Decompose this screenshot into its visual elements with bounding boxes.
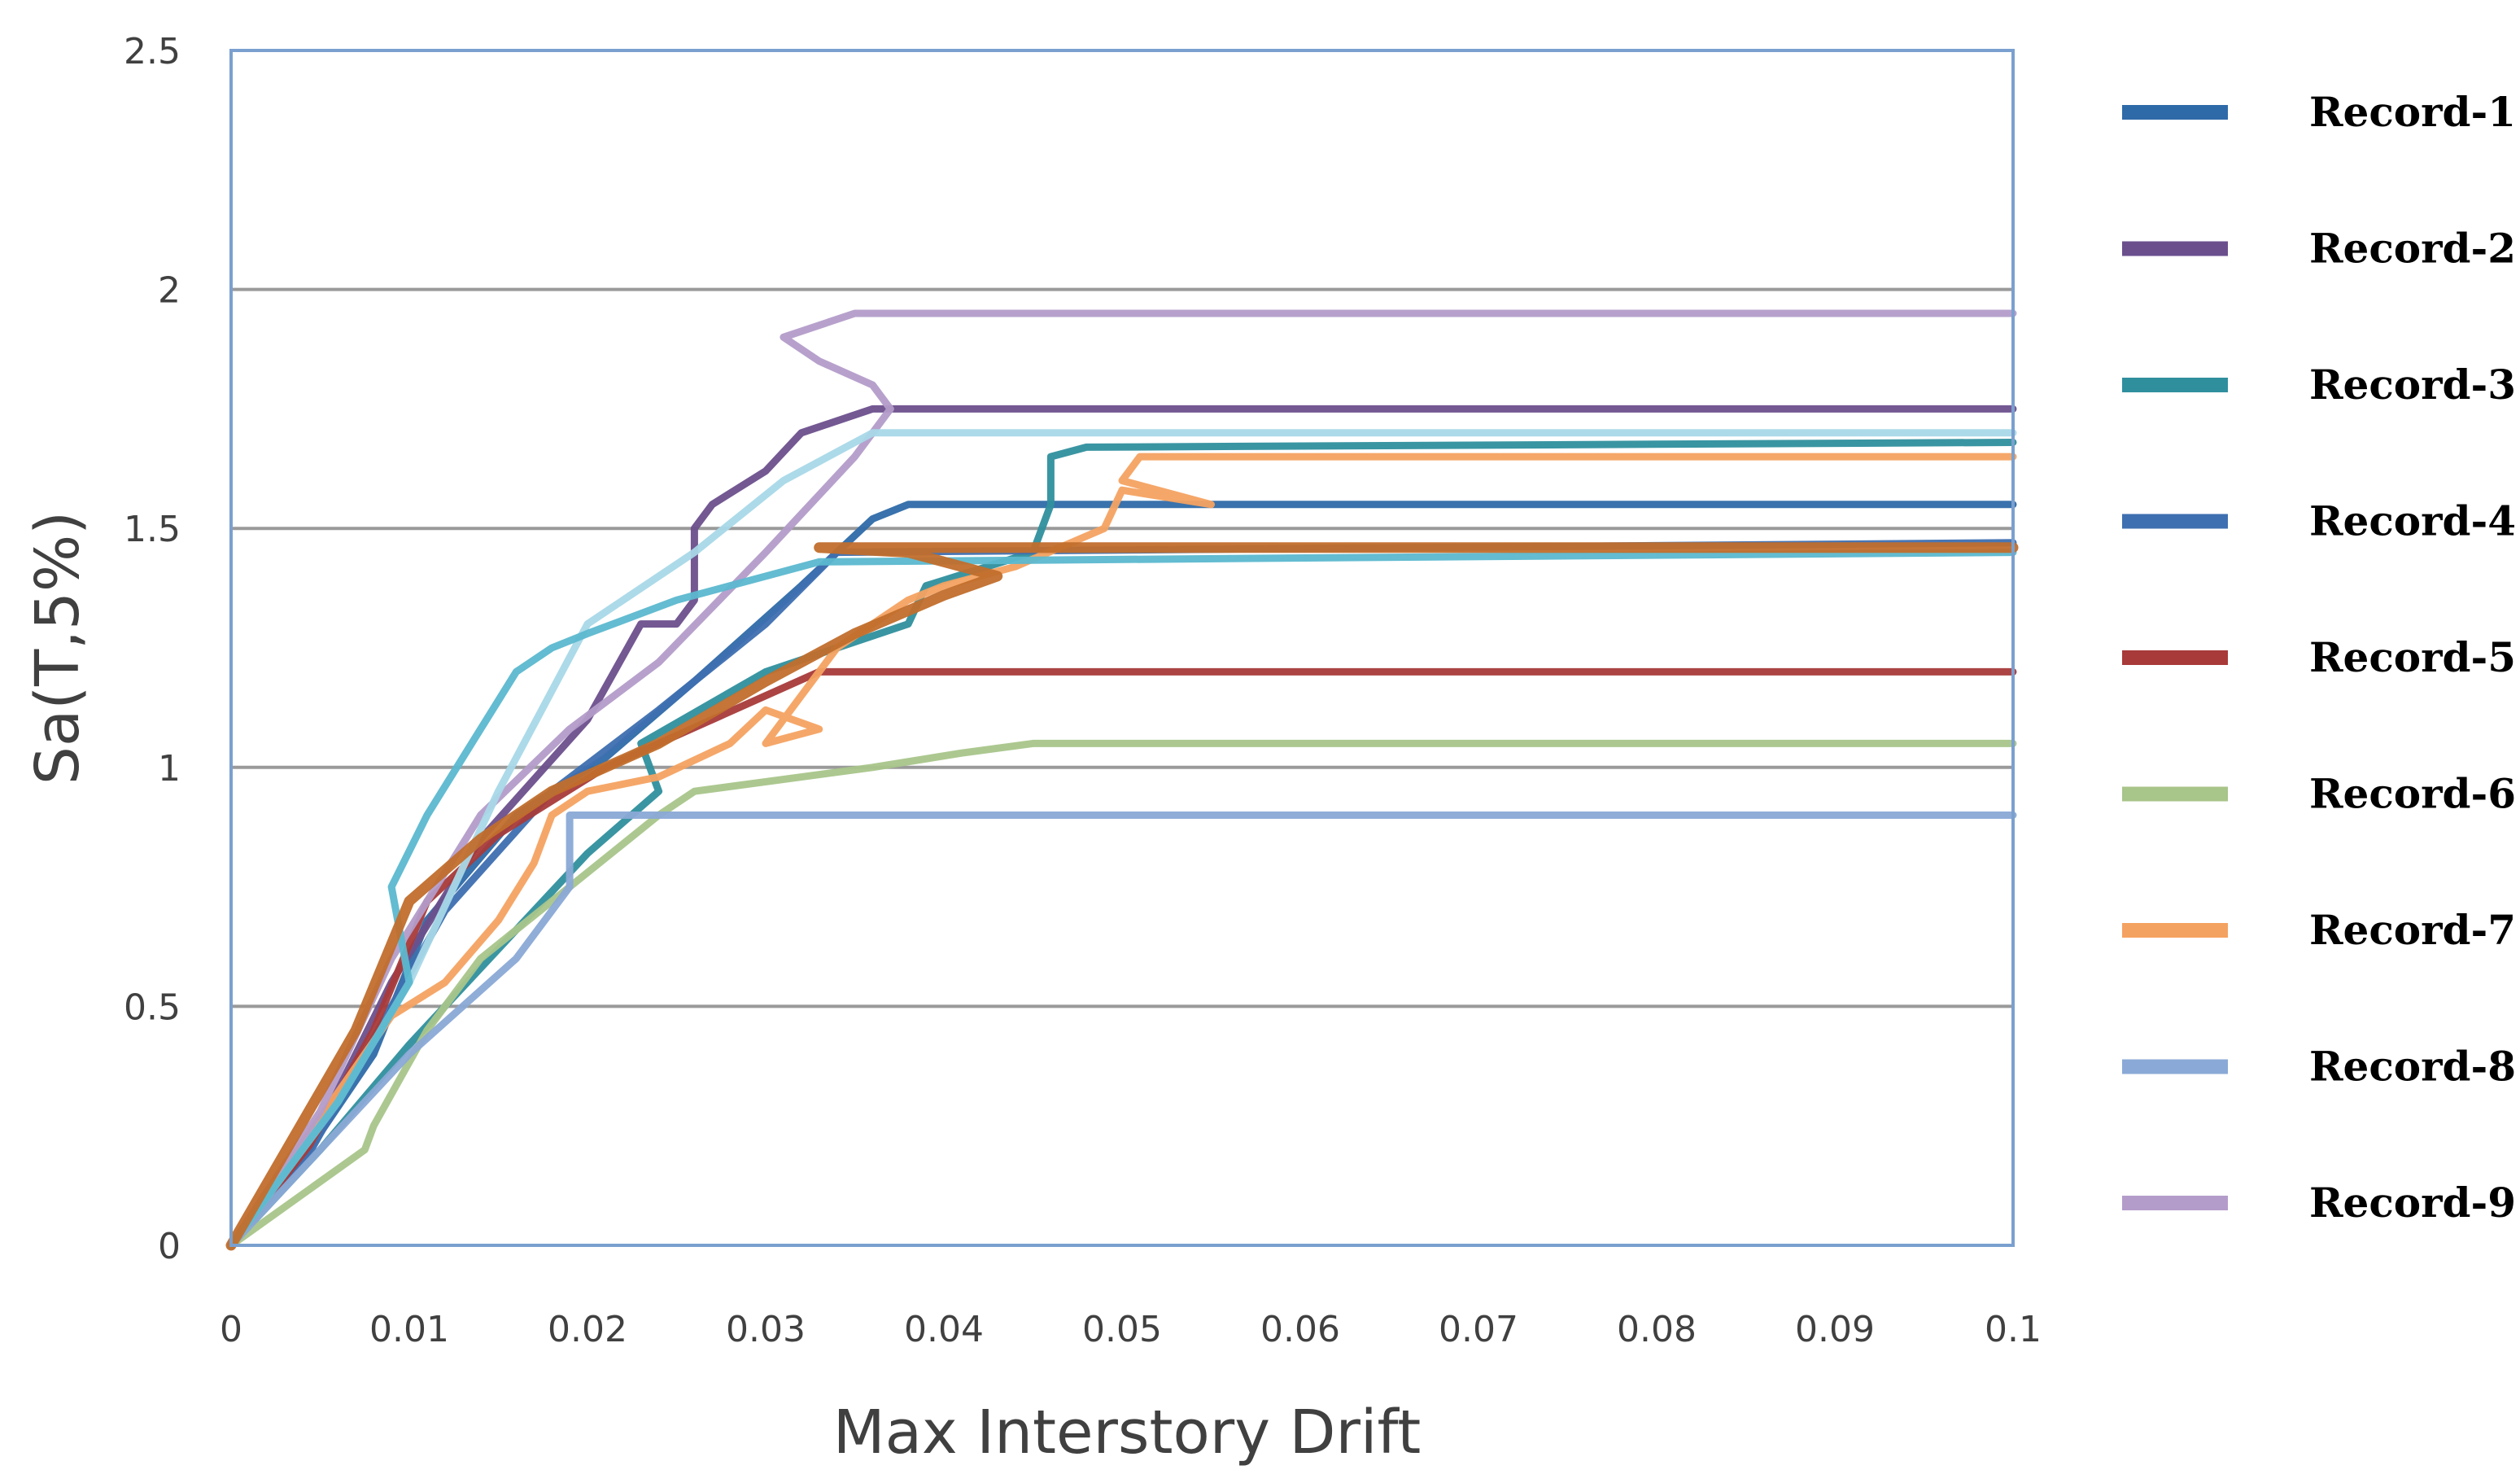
legend-label-record-1: Record-1 bbox=[2309, 88, 2516, 136]
series-line-record-1 bbox=[227, 501, 2017, 1249]
series-line-record-9 bbox=[227, 309, 2017, 1249]
legend-label-record-3: Record-3 bbox=[2309, 361, 2516, 409]
legend-label-record-6: Record-6 bbox=[2309, 770, 2516, 818]
legend-label-record-2: Record-2 bbox=[2309, 225, 2516, 273]
plot-border bbox=[229, 49, 2015, 1247]
series-group bbox=[225, 309, 2019, 1251]
y-tick-label: 2.5 bbox=[124, 31, 181, 72]
x-tick-label: 0.02 bbox=[548, 1309, 627, 1350]
x-tick-label: 0.01 bbox=[369, 1309, 449, 1350]
legend-label-record-5: Record-5 bbox=[2309, 633, 2516, 681]
x-tick-label: 0.09 bbox=[1795, 1309, 1875, 1350]
x-tick-label: 0.05 bbox=[1082, 1309, 1162, 1350]
y-axis-ticks: 0 0.5 1 1.5 2 2.5 bbox=[124, 31, 181, 1267]
series-line-record-6 bbox=[227, 739, 2017, 1249]
legend-label-record-7: Record-7 bbox=[2309, 906, 2516, 954]
x-tick-label: 0 bbox=[220, 1309, 242, 1350]
x-tick-label: 0.1 bbox=[1985, 1309, 2042, 1350]
x-tick-label: 0.04 bbox=[904, 1309, 984, 1350]
series-line-record-8 bbox=[227, 811, 2017, 1249]
legend-label-record-8: Record-8 bbox=[2309, 1043, 2516, 1091]
series-line-record-7 bbox=[227, 453, 2017, 1249]
y-tick-label: 1 bbox=[158, 748, 181, 790]
x-tick-label: 0.07 bbox=[1439, 1309, 1518, 1350]
y-axis-title: Sa(T,5%) bbox=[23, 511, 93, 785]
y-tick-label: 1.5 bbox=[124, 509, 181, 550]
series-line-unlabeled-11 bbox=[225, 542, 2019, 1251]
legend-label-record-4: Record-4 bbox=[2309, 497, 2516, 545]
y-tick-label: 0.5 bbox=[124, 986, 181, 1028]
legend-label-record-9: Record-9 bbox=[2309, 1179, 2516, 1227]
series-line-unlabeled-10 bbox=[227, 549, 2017, 1249]
x-tick-label: 0.08 bbox=[1617, 1309, 1697, 1350]
x-axis-title: Max Interstory Drift bbox=[833, 1398, 1422, 1468]
y-tick-label: 2 bbox=[158, 270, 181, 312]
x-axis-ticks: 0 0.01 0.02 0.03 0.04 0.05 0.06 0.07 0.08 0.09 0.1 bbox=[220, 1309, 2042, 1350]
x-tick-label: 0.06 bbox=[1260, 1309, 1340, 1350]
y-tick-label: 0 bbox=[158, 1226, 181, 1267]
x-tick-label: 0.03 bbox=[726, 1309, 806, 1350]
legend: Record-1 Record-2 Record-3 Record-4 Record-5… bbox=[2122, 88, 2516, 1227]
